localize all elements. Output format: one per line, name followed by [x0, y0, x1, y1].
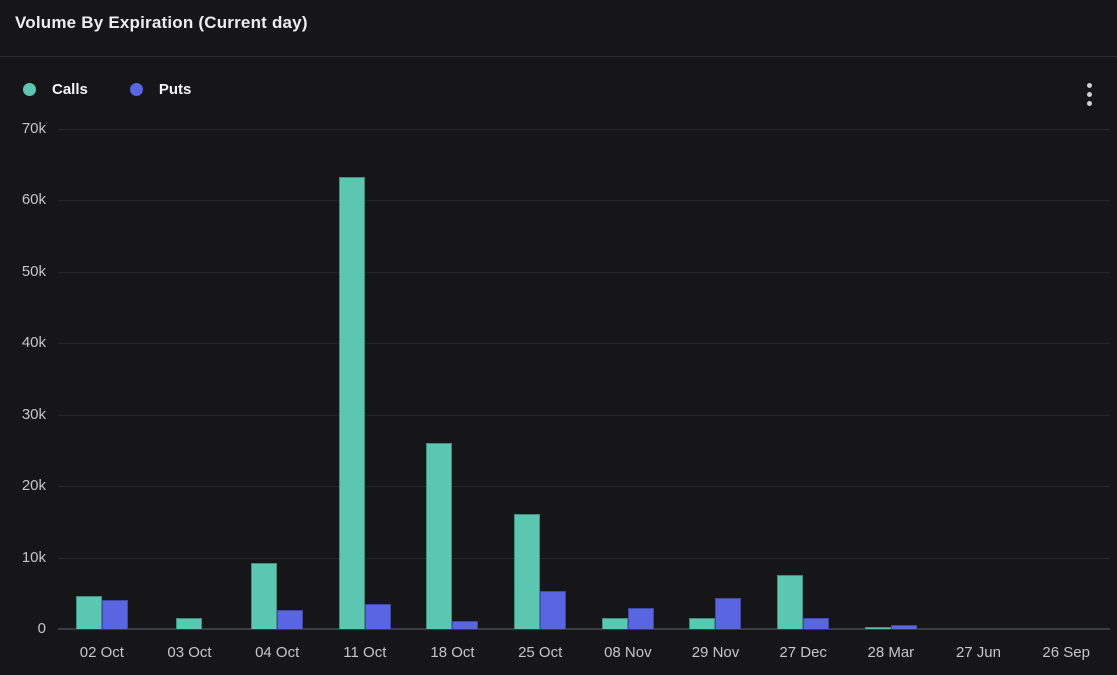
gridline — [58, 343, 1110, 345]
bar-group-26-sep — [1022, 129, 1110, 629]
bar-group-27-dec — [759, 129, 847, 629]
legend-item-calls[interactable]: Calls — [23, 81, 88, 98]
x-axis-label: 03 Oct — [167, 644, 212, 661]
calls-bar[interactable] — [338, 176, 365, 629]
plot-area: 0 10k 20k 30k 40k 50k 60k 70k — [22, 120, 1110, 637]
x-axis-label: 25 Oct — [518, 644, 563, 661]
y-axis-tick-label: 60k — [21, 191, 46, 209]
bar-group-02-oct — [58, 129, 146, 629]
x-axis-label: 02 Oct — [79, 644, 124, 661]
calls-bar[interactable] — [864, 626, 891, 629]
puts-bar[interactable] — [890, 625, 917, 629]
puts-bar[interactable] — [540, 591, 567, 629]
calls-bar[interactable] — [601, 618, 628, 629]
bar-group-08-nov — [584, 129, 672, 629]
vertical-ellipsis-icon — [1086, 100, 1092, 106]
y-axis-tick-label: 40k — [21, 334, 46, 352]
x-axis-line — [58, 628, 1110, 630]
y-axis-tick-label: 0 — [37, 620, 46, 637]
puts-bar[interactable] — [803, 618, 830, 629]
gridline — [58, 129, 1110, 130]
x-axis-label: 27 Jun — [955, 644, 1001, 661]
gridline — [58, 557, 1110, 559]
legend-swatch-icon — [129, 82, 143, 96]
puts-bar[interactable] — [715, 597, 742, 629]
calls-bar[interactable] — [176, 617, 203, 629]
bar-group-29-nov — [672, 129, 760, 629]
puts-bar[interactable] — [627, 608, 654, 629]
x-axis-label: 18 Oct — [430, 644, 475, 661]
bar-group-18-oct — [409, 129, 497, 629]
x-axis-label: 26 Sep — [1042, 644, 1090, 661]
x-axis-labels: 02 Oct 03 Oct 04 Oct 11 Oct 18 Oct 25 Oct 08 N… — [58, 643, 1110, 665]
calls-bar[interactable] — [75, 596, 102, 629]
bar-group-28-mar — [847, 129, 935, 629]
legend-label: Calls — [52, 80, 88, 98]
chart-legend: Calls Puts — [23, 80, 191, 98]
legend-label: Puts — [158, 80, 192, 98]
legend-swatch-icon — [23, 82, 36, 96]
bar-group-25-oct — [496, 129, 584, 629]
x-axis-label: 11 Oct — [343, 644, 387, 661]
legend-item-puts[interactable]: Puts — [129, 80, 192, 98]
puts-bar[interactable] — [277, 609, 304, 629]
x-axis-label: 04 Oct — [255, 644, 300, 661]
y-axis-tick-label: 10k — [21, 548, 46, 566]
vertical-ellipsis-icon — [1086, 91, 1092, 97]
vertical-ellipsis-icon — [1086, 82, 1092, 88]
x-axis-label: 27 Dec — [779, 644, 827, 661]
puts-bar[interactable] — [101, 599, 128, 629]
gridline — [58, 271, 1110, 273]
y-axis-tick-label: 20k — [21, 477, 46, 495]
chart-options-menu-button[interactable] — [1076, 78, 1102, 110]
puts-bar[interactable] — [364, 604, 391, 629]
calls-bar[interactable] — [251, 562, 278, 629]
calls-bar[interactable] — [689, 618, 716, 629]
x-axis-label: 08 Nov — [604, 644, 652, 661]
bar-group-03-oct — [146, 129, 234, 629]
calls-bar[interactable] — [777, 575, 804, 629]
x-axis-label: 28 Mar — [867, 644, 915, 661]
calls-bar[interactable] — [426, 443, 453, 629]
bar-group-11-oct — [321, 129, 409, 629]
gridline — [58, 486, 1110, 488]
y-axis-tick-label: 30k — [21, 405, 46, 423]
bar-group-04-oct — [233, 129, 321, 629]
y-axis-tick-label: 70k — [21, 120, 46, 137]
gridline — [58, 414, 1110, 416]
y-axis-tick-label: 50k — [21, 262, 46, 280]
bar-group-27-jun — [935, 129, 1023, 629]
calls-bar[interactable] — [514, 514, 541, 629]
x-axis-label: 29 Nov — [691, 644, 740, 661]
page-title: Volume By Expiration (Current day) — [15, 13, 308, 32]
puts-bar[interactable] — [452, 621, 479, 629]
widget-header: Volume By Expiration (Current day) — [0, 0, 1117, 57]
gridline — [58, 200, 1110, 202]
